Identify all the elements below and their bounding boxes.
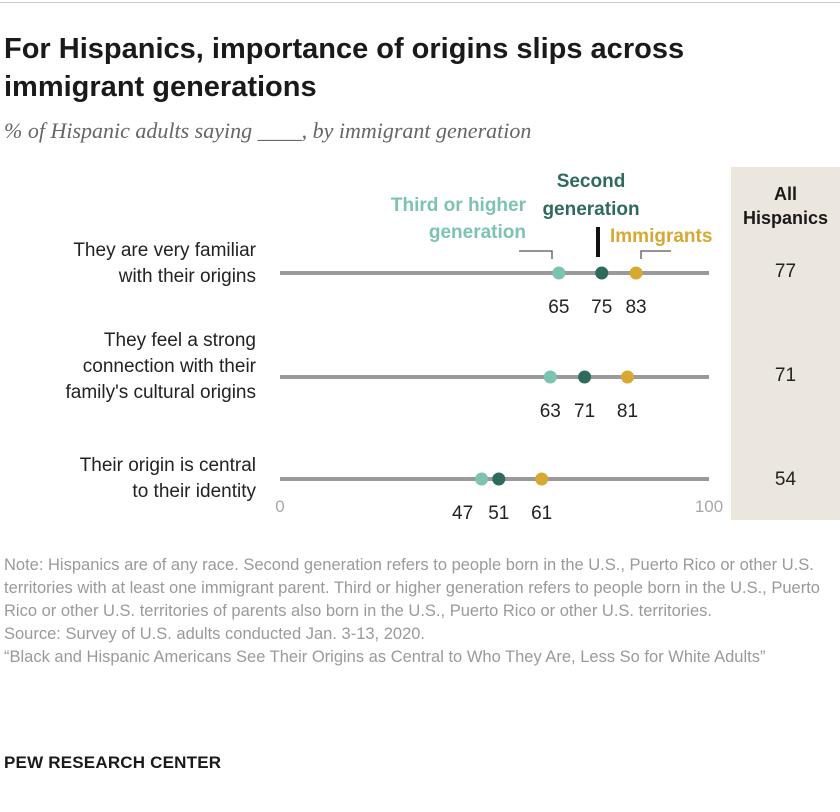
all-value-connection: 71	[774, 365, 797, 386]
row-label-connection: They feel a strong connection with their…	[65, 328, 256, 406]
row-label-line: to their identity	[132, 481, 256, 502]
data-point-second-generation	[492, 472, 506, 486]
all-hispanics-column	[731, 167, 840, 520]
data-point-second-generation	[578, 370, 592, 384]
legend-second-generation: Second	[557, 171, 626, 192]
data-value-label: 51	[488, 503, 509, 524]
all-hispanics-header: All Hispanics	[731, 182, 840, 230]
legend-leader-immigrants	[640, 250, 671, 259]
x-tick-label: 0	[275, 497, 284, 516]
report-title-text: “Black and Hispanic Americans See Their …	[4, 648, 766, 666]
data-point-immigrants	[629, 266, 643, 280]
row-label-line: with their origins	[118, 266, 256, 287]
all-header-line: All	[773, 184, 797, 204]
notes-block: Note: Hispanics are of any race. Second …	[4, 554, 834, 669]
data-point-third-or-higher-generation	[552, 266, 566, 280]
data-point-third-or-higher-generation	[475, 472, 489, 486]
data-value-label: 61	[531, 503, 552, 524]
row-label-line: They feel a strong	[103, 330, 256, 351]
note-text: Note: Hispanics are of any race. Second …	[4, 556, 820, 620]
all-header-line: Hispanics	[742, 208, 829, 228]
legend-second-generation: generation	[542, 199, 639, 220]
row-label-line: family's cultural origins	[65, 382, 256, 403]
row-label-line: connection with their	[82, 356, 256, 377]
all-value-familiar: 77	[774, 261, 797, 282]
data-value-label: 75	[591, 297, 612, 318]
row-label-line: Their origin is central	[79, 455, 256, 476]
source-text: Source: Survey of U.S. adults conducted …	[4, 625, 425, 643]
chart-title: For Hispanics, importance of origins sli…	[4, 33, 685, 103]
brand-logo-text: PEW RESEARCH CENTER	[4, 753, 222, 772]
data-value-label: 65	[548, 297, 569, 318]
row-label-line: They are very familiar	[73, 240, 256, 261]
legend-immigrants: Immigrants	[610, 226, 712, 247]
x-tick-label: 100	[695, 497, 723, 516]
all-value-identity: 54	[774, 469, 797, 490]
dot-plot: 0 100 65 63 47 75 71 51 83 81 61 Third or higher gen…	[275, 171, 723, 524]
top-rule	[0, 2, 840, 3]
data-point-immigrants	[620, 370, 634, 384]
data-point-immigrants	[535, 472, 549, 486]
data-value-label: 81	[617, 401, 638, 422]
legend-third-generation: generation	[429, 222, 526, 243]
data-value-label: 63	[540, 401, 561, 422]
legend-third-generation: Third or higher	[391, 195, 527, 216]
data-value-label: 71	[574, 401, 595, 422]
data-point-second-generation	[595, 266, 609, 280]
chart-subtitle: % of Hispanic adults saying ____, by imm…	[4, 118, 532, 143]
data-point-third-or-higher-generation	[543, 370, 557, 384]
data-value-label: 47	[452, 503, 473, 524]
legend-leader-third	[519, 250, 553, 259]
row-label-familiar: They are very familiar with their origin…	[73, 238, 256, 290]
data-value-label: 83	[625, 297, 646, 318]
row-label-identity: Their origin is central to their identit…	[80, 453, 256, 505]
